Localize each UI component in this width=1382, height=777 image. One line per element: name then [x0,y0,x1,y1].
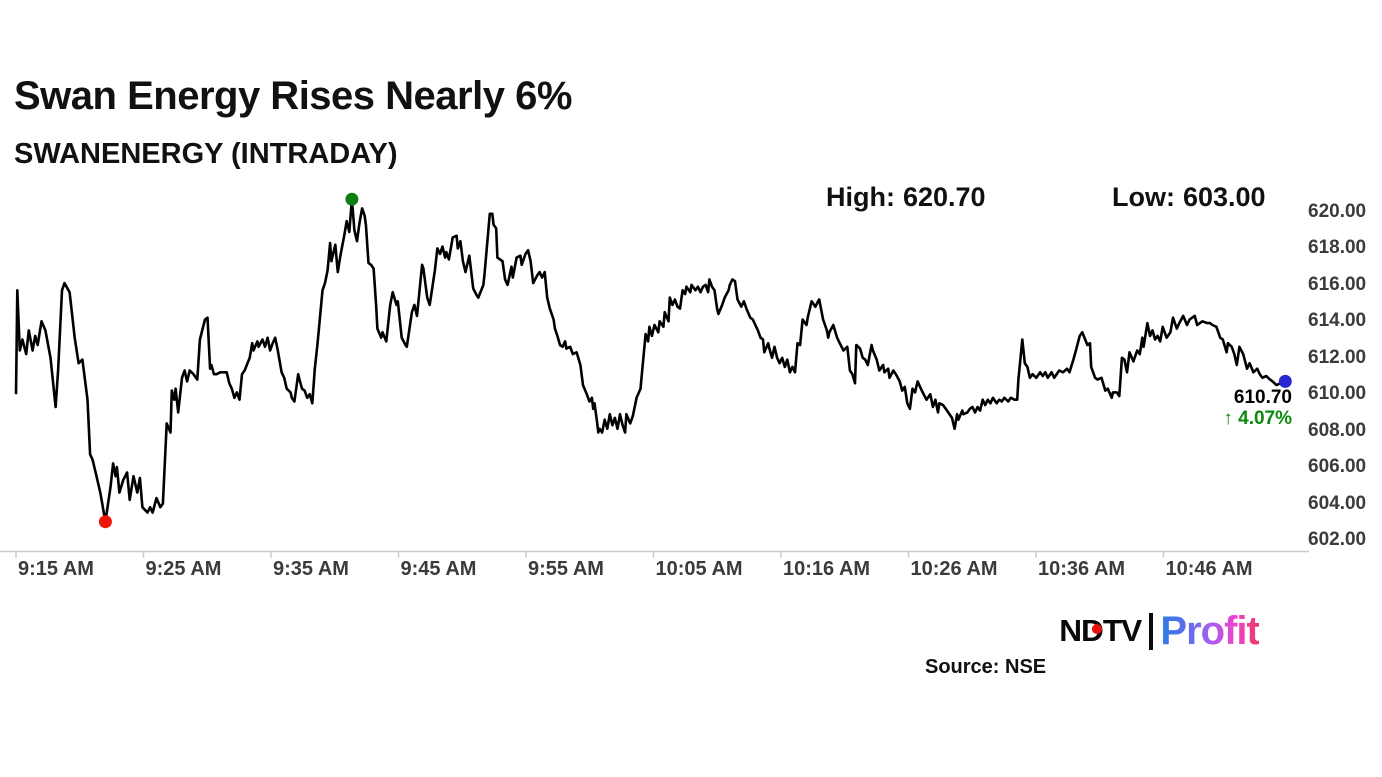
change-percent-label: ↑ 4.07% [1120,409,1292,428]
page-subtitle: SWANENERGY (INTRADAY) [14,138,398,170]
y-axis-label: 608.00 [1308,419,1367,441]
low-marker [98,515,112,529]
y-axis-label: 610.00 [1308,383,1367,405]
y-axis-label: 618.00 [1308,237,1367,259]
x-axis-label: 9:55 AM [528,558,604,580]
price-line [14,197,1287,524]
profit-wordmark: Profit [1160,608,1259,653]
y-axis-label: 614.00 [1308,310,1367,332]
y-axis-label: 602.00 [1308,528,1367,550]
low-label: Low: [1112,182,1175,212]
x-axis-label: 10:36 AM [1038,558,1126,580]
high-stat: High: 620.70 [826,182,986,213]
page-title: Swan Energy Rises Nearly 6% [14,74,572,118]
x-axis-label: 9:45 AM [400,558,477,580]
last-price-label: 610.70 [1233,387,1292,408]
x-axis-label: 10:05 AM [655,558,743,580]
ndtv-red-dot-icon [1091,624,1103,634]
y-axis-label: 612.00 [1308,346,1367,368]
x-axis-label: 9:25 AM [145,558,222,580]
last-quote: 610.70 ↑ 4.07% [1120,388,1292,428]
high-value: 620.70 [902,182,986,212]
low-stat: Low: 603.00 [1112,182,1266,213]
logo-divider [1149,612,1154,650]
source-label: Source: NSE [925,656,1047,678]
y-axis-label: 616.00 [1308,273,1367,295]
last-marker [1278,374,1292,388]
x-axis-label: 10:46 AM [1165,558,1253,580]
change-percent-value: 4.07% [1238,408,1292,429]
up-arrow-icon: ↑ [1223,408,1233,429]
ndtv-wordmark: NDTV [1059,613,1142,649]
high-marker [345,192,359,206]
x-axis-label: 10:26 AM [910,558,998,580]
ndtv-profit-logo: NDTV Profit [1059,608,1260,654]
y-axis-label: 606.00 [1308,456,1367,478]
x-axis-label: 9:15 AM [18,558,94,580]
x-axis-label: 9:35 AM [273,558,349,580]
y-axis-label: 604.00 [1308,492,1367,514]
x-axis-label: 10:16 AM [783,558,871,580]
high-label: High: [826,182,895,212]
low-value: 603.00 [1182,182,1266,212]
y-axis-label: 620.00 [1308,201,1367,222]
